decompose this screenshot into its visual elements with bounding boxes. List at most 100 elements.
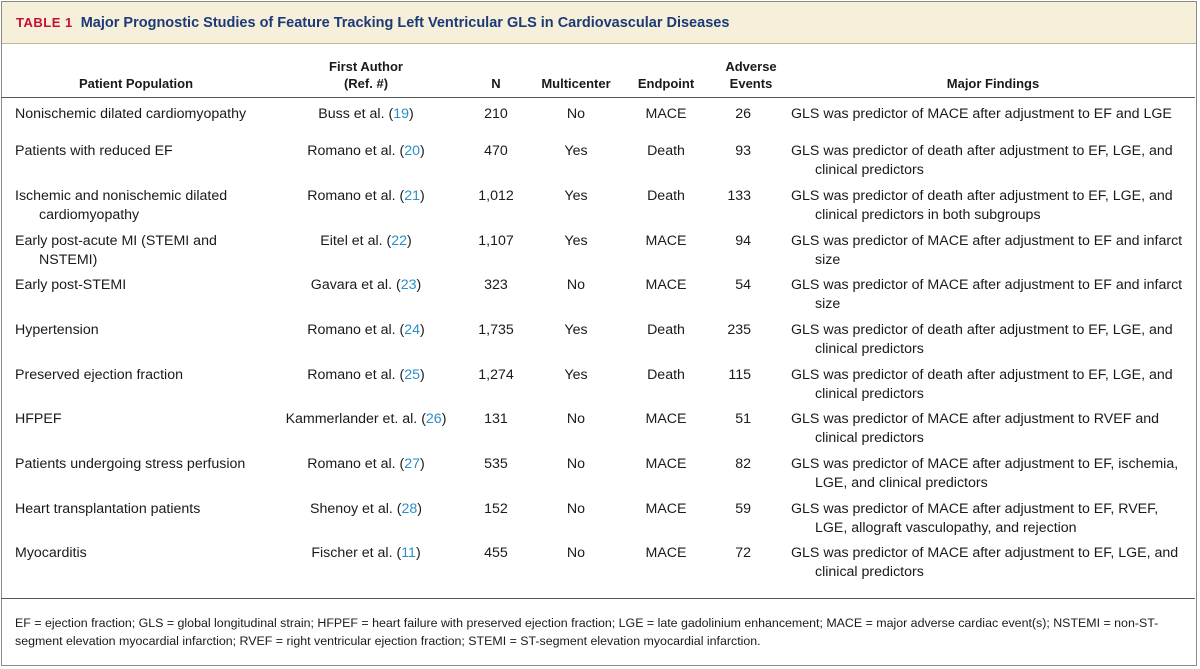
cell-endpoint: Death — [647, 366, 685, 383]
reference-link[interactable]: 23 — [400, 277, 417, 294]
cell-population: Nonischemic dilated cardiomyopathy — [15, 106, 247, 122]
table-row: Early post-acute MI (STEMI and NSTEMI) Ei… — [1, 232, 1195, 277]
header-n: N — [491, 76, 501, 91]
cell-findings: GLS was predictor of MACE after adjustme… — [791, 500, 1159, 536]
reference-link[interactable]: 11 — [401, 545, 416, 562]
reference-link[interactable]: 25 — [404, 366, 421, 383]
reference-link[interactable]: 22 — [391, 232, 408, 249]
cell-events: 26 — [735, 106, 751, 122]
cell-events: 72 — [735, 545, 751, 562]
table-row: Early post-STEMI Gavara et al. (23) 323 No M… — [1, 276, 1195, 321]
table-row: HFPEF Kammerlander et. al. (26) 131 No MACE 5… — [1, 410, 1195, 455]
cell-events: 115 — [728, 366, 751, 383]
cell-author: Romano et al. (24) — [307, 321, 425, 338]
cell-author: Gavara et al. (23) — [310, 277, 422, 294]
cell-multicenter: Yes — [564, 143, 588, 160]
reference-link[interactable]: 21 — [404, 187, 421, 204]
header-endpoint: Endpoint — [637, 76, 695, 91]
cell-findings: GLS was predictor of MACE after adjustme… — [791, 277, 1183, 313]
cell-multicenter: No — [566, 456, 586, 472]
cell-endpoint: MACE — [645, 456, 687, 472]
table-title-bar: TABLE 1 Major Prognostic Studies of Feat… — [2, 2, 1196, 44]
cell-events: 235 — [727, 321, 751, 338]
cell-endpoint: MACE — [645, 411, 687, 428]
cell-n: 470 — [484, 143, 508, 160]
header-multicenter: Multicenter — [541, 76, 611, 91]
cell-multicenter: No — [566, 277, 586, 294]
table-row: Myocarditis Fischer et al. (11) 455 No MACE 7… — [1, 544, 1195, 589]
cell-population: Patients with reduced EF — [15, 143, 173, 160]
cell-population: Preserved ejection fraction — [15, 366, 183, 383]
table-row: Preserved ejection fraction Romano et al.… — [1, 366, 1195, 411]
cell-n: 131 — [484, 411, 508, 428]
cell-findings: GLS was predictor of MACE after adjustme… — [791, 411, 1159, 447]
cell-findings: GLS was predictor of death after adjustm… — [791, 143, 1173, 179]
cell-endpoint: Death — [647, 321, 685, 338]
cell-n: 152 — [484, 500, 508, 517]
cell-population: Hypertension — [15, 321, 99, 338]
reference-link[interactable]: 19 — [393, 106, 409, 122]
cell-n: 1,107 — [478, 232, 514, 249]
cell-findings: GLS was predictor of MACE after adjustme… — [791, 232, 1183, 268]
cell-population: Myocarditis — [15, 545, 87, 562]
header-author: First Author (Ref. #) — [329, 59, 403, 91]
cell-n: 1,012 — [478, 187, 514, 204]
table-title: Major Prognostic Studies of Feature Trac… — [80, 14, 730, 31]
table-row: Hypertension Romano et al. (24) 1,735 Yes De… — [1, 321, 1195, 366]
cell-events: 54 — [735, 277, 751, 294]
cell-author: Kammerlander et. al. (26) — [285, 411, 447, 428]
cell-endpoint: MACE — [645, 232, 687, 249]
cell-findings: GLS was predictor of MACE after adjustme… — [791, 106, 1172, 122]
cell-events: 59 — [735, 500, 751, 517]
cell-endpoint: MACE — [645, 106, 687, 122]
cell-endpoint: MACE — [645, 500, 687, 517]
cell-findings: GLS was predictor of death after adjustm… — [791, 366, 1173, 402]
cell-endpoint: Death — [647, 143, 685, 160]
header-findings: Major Findings — [946, 76, 1040, 91]
cell-multicenter: Yes — [564, 321, 588, 338]
cell-multicenter: Yes — [564, 187, 588, 204]
cell-findings: GLS was predictor of death after adjustm… — [791, 187, 1173, 223]
cell-population: Patients undergoing stress perfusion — [15, 456, 246, 472]
cell-endpoint: MACE — [645, 545, 687, 562]
table-row: Nonischemic dilated cardiomyopathy Buss e… — [1, 98, 1195, 143]
cell-events: 94 — [735, 232, 751, 249]
cell-findings: GLS was predictor of MACE after adjustme… — [791, 545, 1179, 581]
cell-events: 133 — [727, 187, 751, 204]
cell-multicenter: Yes — [564, 366, 588, 383]
reference-link[interactable]: 28 — [401, 500, 418, 517]
table-row: Patients undergoing stress perfusion Roma… — [1, 455, 1195, 500]
prognostic-studies-table: Patient Population First Author (Ref. #) … — [1, 50, 1195, 589]
reference-link[interactable]: 27 — [404, 456, 421, 472]
table-row: Ischemic and nonischemic dilated cardiom… — [1, 187, 1195, 232]
cell-population: Heart transplantation patients — [15, 500, 201, 517]
cell-n: 1,274 — [478, 366, 514, 383]
cell-multicenter: No — [566, 411, 586, 428]
table-number-label: TABLE 1 — [16, 15, 73, 30]
cell-multicenter: No — [566, 106, 586, 122]
reference-link[interactable]: 26 — [425, 411, 442, 428]
reference-link[interactable]: 20 — [404, 143, 421, 160]
cell-n: 535 — [484, 456, 508, 472]
cell-findings: GLS was predictor of MACE after adjustme… — [791, 456, 1179, 491]
cell-findings: GLS was predictor of death after adjustm… — [791, 321, 1173, 357]
table-footnote: EF = ejection fraction; GLS = global lon… — [1, 598, 1195, 650]
reference-link[interactable]: 24 — [404, 321, 421, 338]
cell-events: 51 — [735, 411, 751, 428]
cell-n: 455 — [484, 545, 508, 562]
header-population: Patient Population — [78, 76, 194, 91]
cell-events: 93 — [735, 143, 751, 160]
cell-author: Romano et al. (20) — [307, 143, 425, 160]
cell-n: 1,735 — [478, 321, 514, 338]
cell-population: Early post-acute MI (STEMI and NSTEMI) — [15, 232, 217, 268]
cell-population: Ischemic and nonischemic dilated cardiom… — [15, 187, 228, 223]
cell-author: Eitel et al. (22) — [320, 232, 412, 249]
cell-author: Fischer et al. (11) — [311, 545, 421, 562]
header-row: Patient Population First Author (Ref. #) … — [1, 50, 1195, 98]
cell-author: Romano et al. (25) — [307, 366, 425, 383]
cell-population: HFPEF — [15, 411, 62, 428]
cell-multicenter: Yes — [564, 232, 588, 249]
cell-endpoint: Death — [647, 187, 685, 204]
cell-events: 82 — [735, 456, 751, 472]
